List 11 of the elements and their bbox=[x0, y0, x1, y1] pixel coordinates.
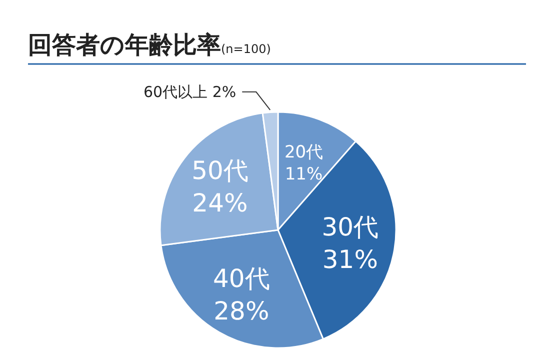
data-label: 24% bbox=[192, 188, 248, 218]
data-label: 31% bbox=[322, 245, 378, 274]
chart-subtitle: (n=100) bbox=[221, 42, 271, 56]
slice-label: 50代 bbox=[192, 156, 248, 186]
slice-label: 20代 bbox=[284, 142, 324, 162]
slice-label: 60代以上 2% bbox=[143, 82, 236, 101]
slice-label: 40代 bbox=[213, 264, 270, 294]
data-label: 28% bbox=[214, 296, 270, 326]
chart-title: 回答者の年齢比率 bbox=[28, 31, 221, 59]
slice-label: 30代 bbox=[322, 212, 379, 242]
data-label: 11% bbox=[284, 164, 323, 184]
